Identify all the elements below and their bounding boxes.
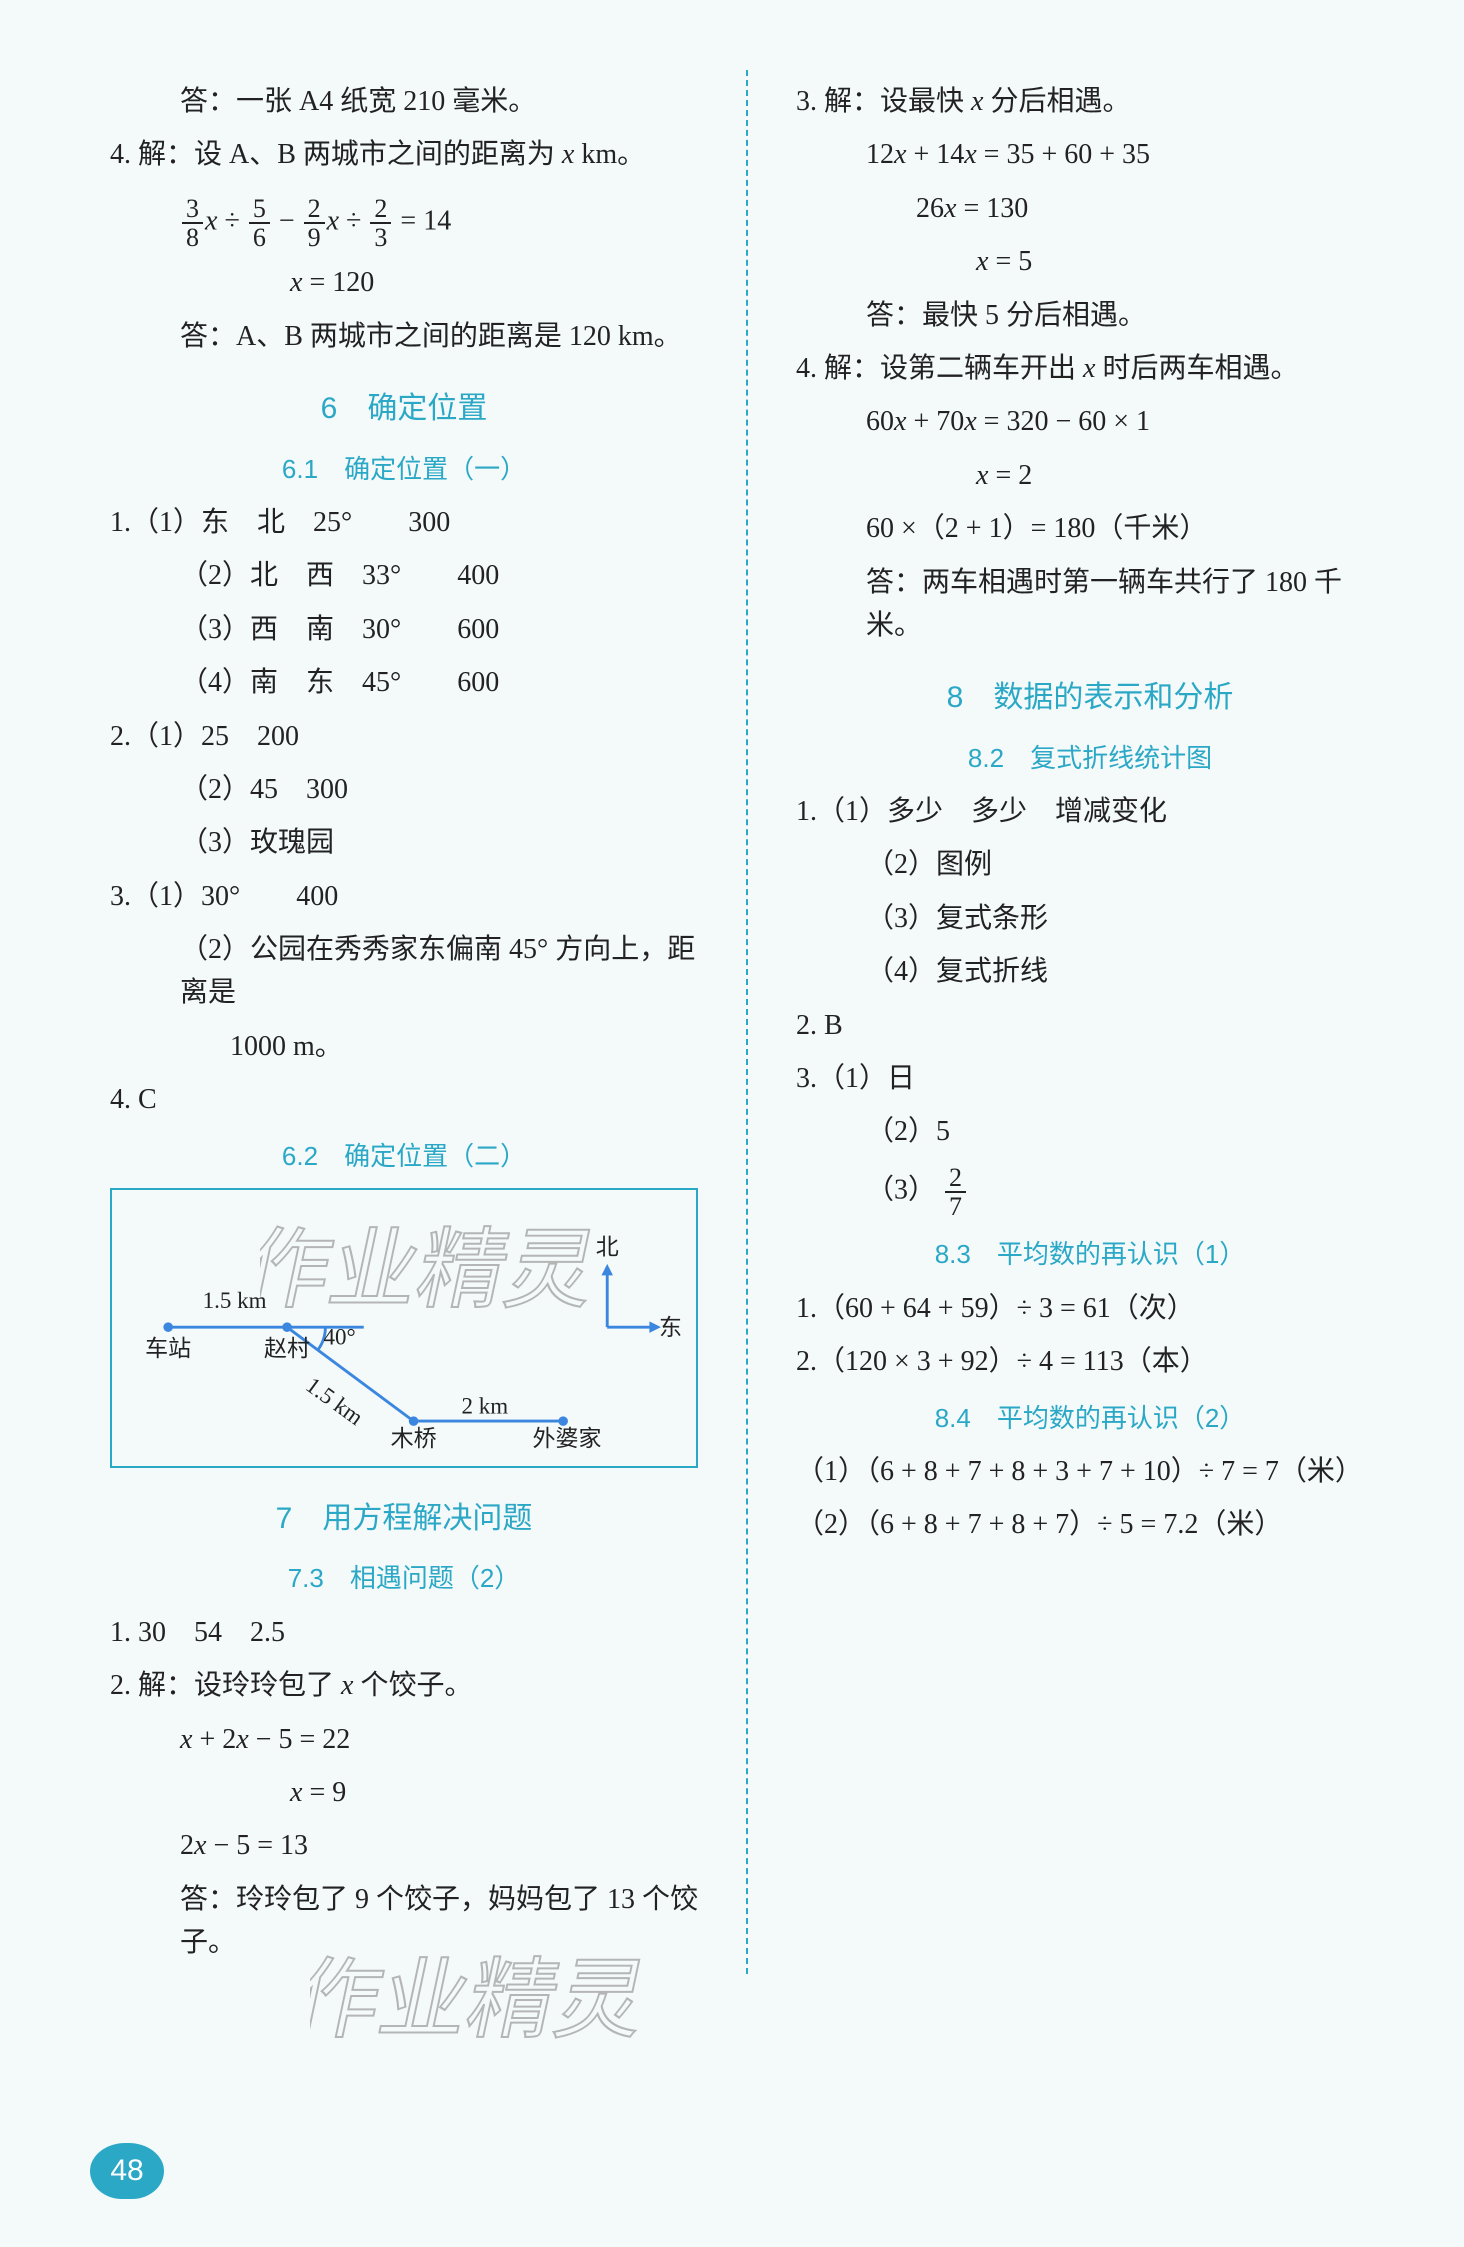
answer-line: （3）玫瑰园 [110,821,698,864]
fraction: 56 [249,195,270,252]
answer-line: （3）西 南 30° 600 [110,608,698,651]
diagram-svg: 北 东 1.5 km 40° 1.5 km 2 km [126,1210,682,1452]
node-label: 车站 [145,1336,191,1361]
answer-line: 1. 30 54 2.5 [110,1611,698,1654]
answer-line: 2.（120 × 3 + 92）÷ 4 = 113（本） [796,1340,1384,1383]
subsection-heading: 8.2 复式折线统计图 [796,738,1384,778]
answer-line: （3）复式条形 [796,897,1384,940]
section-heading: 7 用方程解决问题 [110,1496,698,1543]
rhs: = 14 [400,206,451,237]
subsection-heading: 6.2 确定位置（二） [110,1136,698,1176]
section-heading: 6 确定位置 [110,386,698,433]
answer-line: 1.（60 + 64 + 59）÷ 3 = 61（次） [796,1287,1384,1330]
equation: x = 5 [796,240,1384,283]
answer-line: 4. C [110,1078,698,1121]
op: ÷ [346,206,361,237]
problem-statement: 4. 解：设第二辆车开出 x 时后两车相遇。 [796,347,1384,390]
answer-line: （2）5 [796,1110,1384,1153]
distance-label: 2 km [462,1393,509,1418]
page: 答：一张 A4 纸宽 210 毫米。 4. 解：设 A、B 两城市之间的距离为 … [0,0,1464,2247]
east-label: 东 [659,1315,682,1340]
problem-statement: 2. 解：设玲玲包了 x 个饺子。 [110,1664,698,1707]
location-diagram: 北 东 1.5 km 40° 1.5 km 2 km [110,1188,698,1468]
answer-line: 3.（1）30° 400 [110,875,698,918]
equation: x = 9 [110,1771,698,1814]
var-x: x [562,139,574,170]
fraction: 38 [182,195,203,252]
section-heading: 8 数据的表示和分析 [796,675,1384,722]
distance-label: 1.5 km [203,1288,267,1313]
equation: 38x ÷ 56 − 29x ÷ 23 = 14 [110,195,698,252]
answer-line: 1.（1）多少 多少 增减变化 [796,790,1384,833]
right-column: 3. 解：设最快 x 分后相遇。 12x + 14x = 35 + 60 + 3… [796,70,1384,1974]
equation: x = 120 [110,261,698,304]
answer-line: 2.（1）25 200 [110,715,698,758]
answer-text: 答：A、B 两城市之间的距离是 120 km。 [110,315,698,358]
answer-line: （2）北 西 33° 400 [110,554,698,597]
answer-line: （2）图例 [796,843,1384,886]
answer-text: 答：玲玲包了 9 个饺子，妈妈包了 13 个饺子。 [110,1878,698,1965]
answer-line: 3.（1）日 [796,1057,1384,1100]
equation: x = 2 [796,454,1384,497]
answer-text: 答：一张 A4 纸宽 210 毫米。 [110,80,698,123]
text: 2. 解：设玲玲包了 [110,1670,341,1701]
subsection-heading: 8.3 平均数的再认识（1） [796,1234,1384,1274]
node-label: 赵村 [264,1336,310,1361]
problem-statement: 4. 解：设 A、B 两城市之间的距离为 x km。 [110,133,698,176]
subsection-heading: 7.3 相遇问题（2） [110,1558,698,1598]
node-label: 外婆家 [532,1426,601,1451]
equation: x + 2x − 5 = 22 [110,1718,698,1761]
answer-text: 答：两车相遇时第一辆车共行了 180 千米。 [796,561,1384,648]
page-number-badge: 48 [90,2143,164,2199]
subsection-heading: 8.4 平均数的再认识（2） [796,1398,1384,1438]
equation: 60 ×（2 + 1）= 180（千米） [796,507,1384,550]
fraction: 29 [304,195,325,252]
equation: 2x − 5 = 13 [110,1824,698,1867]
answer-line: （2）（6 + 8 + 7 + 8 + 7）÷ 5 = 7.2（米） [796,1503,1384,1546]
north-label: 北 [596,1234,619,1259]
equation: 26x = 130 [796,187,1384,230]
answer-line: （2）45 300 [110,768,698,811]
fraction: 23 [370,195,391,252]
text: 个饺子。 [353,1670,472,1701]
equation: 60x + 70x = 320 − 60 × 1 [796,400,1384,443]
answer-line: （4）南 东 45° 600 [110,661,698,704]
text: 4. 解：设 A、B 两城市之间的距离为 [110,139,562,170]
column-divider [746,70,748,1974]
problem-statement: 3. 解：设最快 x 分后相遇。 [796,80,1384,123]
text: km。 [574,139,645,170]
answer-line: （4）复式折线 [796,950,1384,993]
answer-line: （3） 27 [796,1164,1384,1221]
node-label: 木桥 [391,1426,437,1451]
answer-line: 1000 m。 [110,1025,698,1068]
op: − [279,206,295,237]
answer-line: 1.（1）东 北 25° 300 [110,501,698,544]
answer-line: （1）（6 + 8 + 7 + 8 + 3 + 7 + 10）÷ 7 = 7（米… [796,1450,1384,1493]
fraction: 27 [945,1164,966,1221]
answer-text: 答：最快 5 分后相遇。 [796,294,1384,337]
op: ÷ [224,206,239,237]
angle-label: 40° [323,1324,355,1349]
var-x: x [341,1670,353,1701]
two-column-layout: 答：一张 A4 纸宽 210 毫米。 4. 解：设 A、B 两城市之间的距离为 … [110,70,1384,1974]
equation: 12x + 14x = 35 + 60 + 35 [796,133,1384,176]
answer-line: 2. B [796,1004,1384,1047]
left-column: 答：一张 A4 纸宽 210 毫米。 4. 解：设 A、B 两城市之间的距离为 … [110,70,698,1974]
answer-line: （2）公园在秀秀家东偏南 45° 方向上，距离是 [110,928,698,1015]
subsection-heading: 6.1 确定位置（一） [110,449,698,489]
